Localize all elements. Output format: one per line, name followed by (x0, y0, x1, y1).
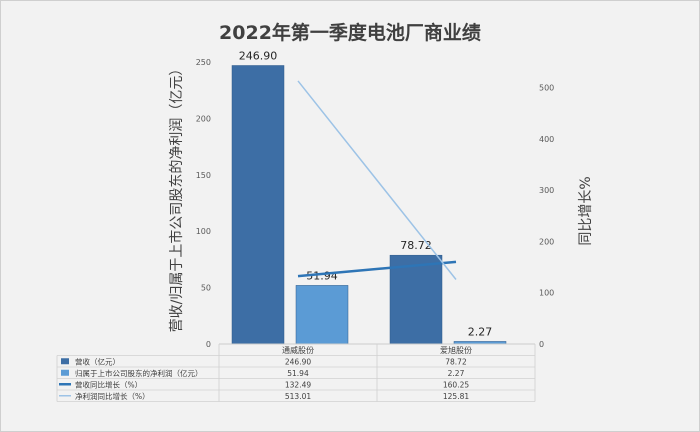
table-cell: 513.01 (285, 392, 311, 401)
series-line (297, 260, 457, 278)
table-category-label: 爱旭股份 (440, 345, 472, 355)
y-left-tick-label: 250 (196, 58, 211, 67)
y-right-tick-label: 300 (539, 186, 554, 195)
table-cell: 246.90 (285, 357, 311, 366)
y-left-tick-label: 200 (196, 114, 211, 123)
table-cell: 78.72 (445, 357, 467, 366)
table-row-label: 营收同比增长（%） (75, 379, 142, 389)
table-row-label: 归属于上市公司股东的净利润（亿元） (75, 368, 203, 378)
y-left-tick-label: 150 (196, 171, 211, 180)
table-cell: 2.27 (448, 369, 465, 378)
y-right-tick-label: 500 (539, 84, 554, 93)
y-left-tick-label: 100 (196, 227, 211, 236)
chart-title: 2022年第一季度电池厂商业绩 (219, 22, 481, 44)
y-right-tick-label: 100 (539, 289, 554, 298)
table-row-label: 净利润同比增长（%） (75, 391, 150, 401)
table-cell: 132.49 (285, 380, 311, 389)
series-line (297, 80, 457, 280)
table-cell: 51.94 (287, 369, 309, 378)
y-left-tick-label: 0 (206, 340, 211, 349)
table-cell: 160.25 (443, 380, 469, 389)
bar (231, 65, 285, 345)
y-right-tick-label: 400 (539, 135, 554, 144)
y-right-tick-label: 0 (539, 340, 544, 349)
legend-key-bar (61, 369, 69, 376)
table-row-label: 营收（亿元） (75, 356, 120, 366)
bar (295, 285, 349, 345)
bar-data-label: 78.72 (400, 239, 432, 252)
bar-data-label: 2.27 (468, 325, 493, 338)
y-left-tick-label: 50 (201, 284, 211, 293)
bar (389, 254, 443, 345)
table-cell: 125.81 (443, 392, 469, 401)
legend-key-bar (61, 358, 69, 365)
y-right-tick-label: 200 (539, 237, 554, 246)
table-category-label: 通威股份 (282, 345, 314, 355)
bar-data-label: 246.90 (239, 49, 278, 62)
